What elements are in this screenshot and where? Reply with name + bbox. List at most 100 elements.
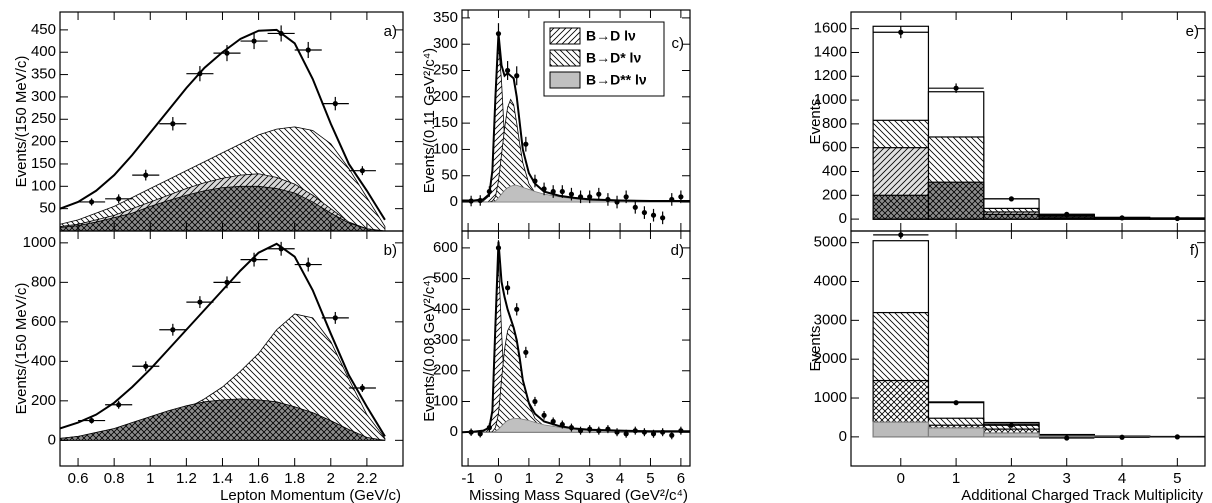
panel-label: d) — [671, 242, 684, 259]
data-point — [596, 428, 602, 434]
y-tick-label: 100 — [433, 140, 458, 157]
data-point — [577, 428, 584, 434]
plot-area — [872, 231, 1205, 441]
data-point — [495, 245, 502, 251]
data-point — [532, 178, 538, 184]
y-tick-label: 400 — [822, 162, 847, 179]
x-axis-label: Additional Charged Track Multiplicity — [961, 487, 1203, 503]
y-tick-label: 400 — [433, 300, 458, 317]
fit-curve — [462, 33, 690, 203]
y-tick-label: 300 — [433, 35, 458, 52]
data-point — [532, 398, 538, 405]
y-tick-label: 300 — [433, 331, 458, 348]
x-tick-label: 0.8 — [104, 470, 125, 487]
data-point — [251, 38, 257, 44]
x-tick-label: 4 — [1118, 470, 1126, 487]
data-point — [541, 186, 547, 192]
data-point — [660, 215, 666, 221]
data-point — [116, 402, 122, 408]
x-tick-label: 1 — [146, 470, 154, 487]
plot-area — [60, 25, 386, 231]
panel-label: c) — [672, 35, 685, 52]
data-point — [623, 194, 629, 200]
data-point — [632, 204, 638, 210]
x-tick-label: 5 — [646, 470, 654, 487]
legend-swatch — [549, 71, 581, 89]
plot-frame — [59, 230, 404, 467]
y-tick-label: 0 — [450, 423, 458, 440]
y-tick-label: 600 — [31, 313, 56, 330]
x-tick-label: 5 — [1173, 470, 1181, 487]
y-tick-label: 3000 — [814, 311, 847, 328]
data-point — [550, 188, 556, 195]
plot-area — [872, 25, 1205, 222]
data-point — [568, 191, 575, 197]
y-tick-label: 300 — [31, 88, 56, 105]
histogram-bar — [872, 194, 930, 220]
data-point — [596, 191, 602, 197]
y-tick-label: 600 — [822, 139, 847, 156]
data-point — [197, 71, 203, 77]
x-tick-label: 3 — [586, 470, 594, 487]
data-point — [505, 285, 511, 291]
data-point — [559, 188, 565, 195]
x-tick-label: 6 — [677, 470, 685, 487]
legend-swatch — [549, 27, 581, 45]
y-tick-label: 1000 — [814, 91, 847, 108]
data-point — [669, 196, 675, 203]
data-point — [523, 141, 529, 147]
data-point — [1008, 196, 1015, 202]
data-point — [251, 257, 257, 263]
y-tick-label: 100 — [31, 177, 56, 194]
x-tick-label: 2 — [555, 470, 563, 487]
y-tick-label: 50 — [39, 200, 56, 217]
data-point — [305, 47, 311, 53]
data-point — [305, 261, 311, 268]
data-point — [514, 73, 520, 79]
data-point — [605, 426, 611, 432]
panel-label: f) — [1190, 242, 1199, 259]
histogram-bar — [872, 421, 930, 438]
y-tick-label: 200 — [31, 133, 56, 150]
y-tick-label: 0 — [839, 428, 847, 445]
data-point — [1174, 215, 1180, 222]
y-axis-label: Events/(0.08 GeV²/c⁴) — [421, 275, 438, 422]
y-tick-label: 0 — [450, 193, 458, 210]
y-tick-label: 1200 — [814, 67, 847, 84]
legend-swatch — [549, 49, 581, 67]
y-axis-label: Events — [807, 326, 824, 372]
y-tick-label: 200 — [31, 392, 56, 409]
x-axis-label: Lepton Momentum (GeV/c) — [220, 487, 401, 503]
legend-label: B→D* lν — [586, 50, 641, 66]
data-point — [632, 428, 638, 434]
data-point — [587, 426, 593, 432]
y-tick-label: 250 — [433, 61, 458, 78]
data-point — [486, 188, 492, 195]
data-point — [641, 429, 648, 435]
x-tick-label: 1 — [525, 470, 533, 487]
data-point — [898, 29, 904, 35]
x-tick-label: 1.6 — [248, 470, 269, 487]
x-tick-label: 1.2 — [176, 470, 197, 487]
plot-frame — [850, 230, 1206, 467]
data-point — [116, 196, 122, 202]
data-point — [170, 121, 176, 127]
x-tick-label: 2.2 — [356, 470, 377, 487]
data-point — [523, 349, 529, 355]
y-tick-label: 200 — [822, 186, 847, 203]
plot-area — [462, 240, 690, 440]
panel-label: a) — [384, 23, 397, 40]
data-point — [678, 194, 684, 200]
data-point — [587, 194, 593, 200]
data-point — [1119, 434, 1125, 440]
y-tick-label: 1600 — [814, 20, 847, 37]
fit-curve — [60, 28, 386, 221]
data-point — [468, 198, 474, 204]
data-point — [1064, 435, 1070, 441]
fit-curve — [60, 242, 386, 437]
y-tick-label: 800 — [31, 273, 56, 290]
data-point — [953, 400, 959, 406]
data-point — [605, 196, 611, 203]
